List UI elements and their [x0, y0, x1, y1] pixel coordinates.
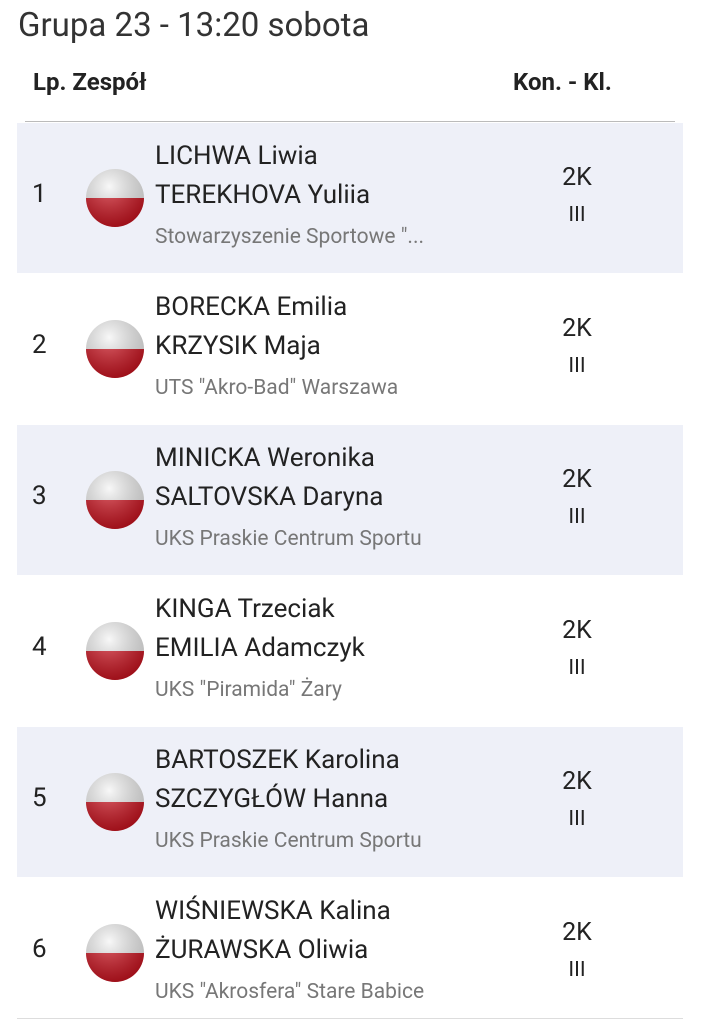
class: III	[568, 354, 586, 378]
club-name: UTS "Akro-Bad" Warszawa	[155, 376, 399, 400]
athlete-name: SZCZYGŁÓW Hanna	[155, 784, 389, 814]
table-row[interactable]: 5 BARTOSZEK Karolina SZCZYGŁÓW Hanna UKS Pr…	[17, 727, 683, 877]
athlete-name: ŻURAWSKA Oliwia	[155, 935, 369, 965]
athlete-name: KINGA Trzeciak	[155, 594, 335, 624]
athlete-name: EMILIA Adamczyk	[155, 633, 365, 663]
flag-svg	[86, 169, 144, 227]
flag-icon	[85, 470, 145, 534]
athlete-name: MINICKA Weronika	[155, 443, 375, 473]
table-row[interactable]: 6 WIŚNIEWSKA Kalina ŻURAWSKA Oliwia UKS "Ak…	[17, 878, 683, 1028]
club-name: Stowarzyszenie Sportowe "...	[155, 225, 425, 249]
bottom-rule	[17, 1018, 683, 1019]
athlete-name: LICHWA Liwia	[155, 141, 318, 171]
class: III	[568, 203, 586, 227]
row-number: 1	[32, 179, 47, 209]
club-name: UKS Praskie Centrum Sportu	[155, 527, 422, 551]
category: 2K	[562, 314, 592, 343]
class: III	[568, 958, 586, 982]
club-name: UKS "Piramida" Żary	[155, 678, 342, 702]
category: 2K	[562, 918, 592, 947]
class: III	[568, 807, 586, 831]
flag-icon	[85, 319, 145, 383]
row-number: 3	[32, 481, 47, 511]
group-title: Grupa 23 - 13:20 sobota	[18, 6, 370, 45]
athlete-name: KRZYSIK Maja	[155, 331, 321, 361]
athlete-name: SALTOVSKA Daryna	[155, 482, 384, 512]
header-rule	[25, 121, 675, 122]
category: 2K	[562, 616, 592, 645]
athlete-name: BARTOSZEK Karolina	[155, 745, 400, 775]
athlete-name: WIŚNIEWSKA Kalina	[155, 896, 391, 926]
category: 2K	[562, 163, 592, 192]
class: III	[568, 505, 586, 529]
class: III	[568, 656, 586, 680]
row-number: 2	[32, 330, 47, 360]
flag-svg	[86, 924, 144, 982]
athlete-name: TEREKHOVA Yuliia	[155, 180, 371, 210]
flag-icon	[85, 168, 145, 232]
flag-svg	[86, 320, 144, 378]
flag-svg	[86, 471, 144, 529]
club-name: UKS Praskie Centrum Sportu	[155, 829, 422, 853]
flag-icon	[85, 923, 145, 987]
row-number: 5	[32, 783, 47, 813]
club-name: UKS "Akrosfera" Stare Babice	[155, 980, 425, 1004]
table-row[interactable]: 1 LICHWA Liwia TEREKHOVA Yuliia Stowarzysze…	[17, 123, 683, 273]
flag-icon	[85, 772, 145, 836]
athlete-name: BORECKA Emilia	[155, 292, 348, 322]
category: 2K	[562, 767, 592, 796]
flag-svg	[86, 773, 144, 831]
row-number: 4	[32, 632, 47, 662]
table-row[interactable]: 4 KINGA Trzeciak EMILIA Adamczyk UKS "Piram…	[17, 576, 683, 726]
column-header: Kon. - Kl.	[513, 68, 612, 96]
row-number: 6	[32, 934, 47, 964]
flag-icon	[85, 621, 145, 685]
table-row[interactable]: 2 BORECKA Emilia KRZYSIK Maja UTS "Akro-Bad…	[17, 274, 683, 424]
flag-svg	[86, 622, 144, 680]
column-header: Lp. Zespół	[33, 68, 147, 96]
table-row[interactable]: 3 MINICKA Weronika SALTOVSKA Daryna UKS Pra…	[17, 425, 683, 575]
category: 2K	[562, 465, 592, 494]
